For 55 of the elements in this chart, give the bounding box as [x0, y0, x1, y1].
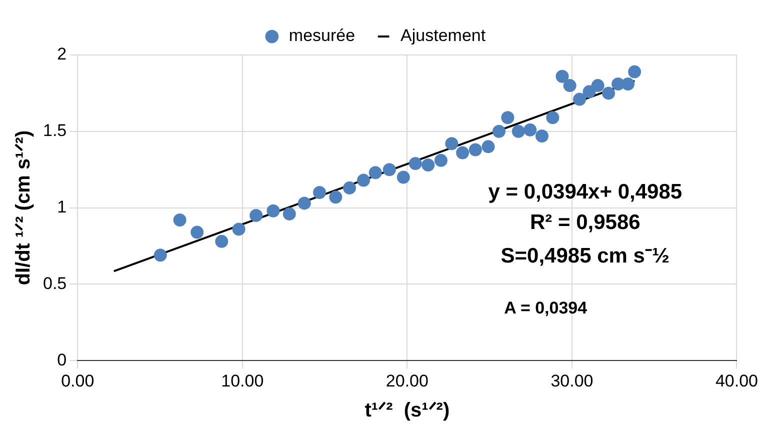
point	[563, 79, 576, 92]
point	[628, 65, 642, 78]
point	[298, 196, 311, 210]
point	[456, 146, 470, 160]
point	[215, 234, 228, 248]
point	[282, 207, 296, 220]
y-axis-title: dI/dt ¹ᐟ² (cm s¹ᐟ²)	[12, 130, 35, 286]
point	[445, 137, 458, 150]
point	[535, 129, 548, 142]
point	[468, 143, 482, 156]
y-tick-label: 0	[57, 350, 67, 370]
point	[422, 158, 435, 172]
point	[329, 190, 342, 204]
point	[524, 123, 537, 136]
annotation: y = 0,0394x+ 0,4985	[488, 180, 682, 204]
x-tick-label: 40.00	[715, 371, 758, 390]
annotation: R² = 0,9586	[530, 210, 640, 234]
point	[512, 124, 525, 138]
point	[266, 204, 280, 218]
x-tick-label: 20.00	[386, 371, 428, 390]
point	[621, 78, 634, 91]
point	[232, 222, 246, 236]
point	[190, 226, 204, 239]
point	[573, 92, 586, 106]
point	[154, 248, 167, 262]
y-tick-label: 2	[57, 44, 67, 64]
point	[602, 86, 616, 100]
point	[173, 214, 186, 227]
point	[582, 85, 596, 98]
legend-label: mesurée	[288, 26, 356, 46]
point	[382, 163, 396, 176]
legend-label: Ajustement	[400, 26, 486, 46]
point	[434, 154, 448, 167]
point	[396, 170, 410, 184]
point	[408, 156, 422, 170]
point	[250, 208, 263, 222]
annotation: S=0,4985 cm s⁻½	[500, 244, 670, 268]
point	[501, 111, 514, 124]
point	[591, 79, 604, 92]
point	[343, 181, 356, 194]
point	[368, 166, 382, 180]
point	[492, 124, 506, 138]
point	[313, 186, 326, 200]
y-tick-label: 1.5	[42, 121, 67, 140]
y-tick-label: 0.5	[42, 274, 67, 293]
point	[546, 111, 560, 124]
point	[556, 70, 569, 83]
point	[357, 174, 370, 187]
x-tick-label: 10.00	[221, 371, 264, 390]
x-tick-label: 0.00	[61, 371, 94, 390]
x-axis-title: t¹ᐟ² (s¹ᐟ²)	[364, 400, 450, 422]
point	[482, 140, 495, 154]
annotation: A = 0,0394	[504, 298, 588, 318]
y-tick-label: 1	[57, 197, 67, 216]
x-tick-label: 30.00	[550, 371, 594, 390]
